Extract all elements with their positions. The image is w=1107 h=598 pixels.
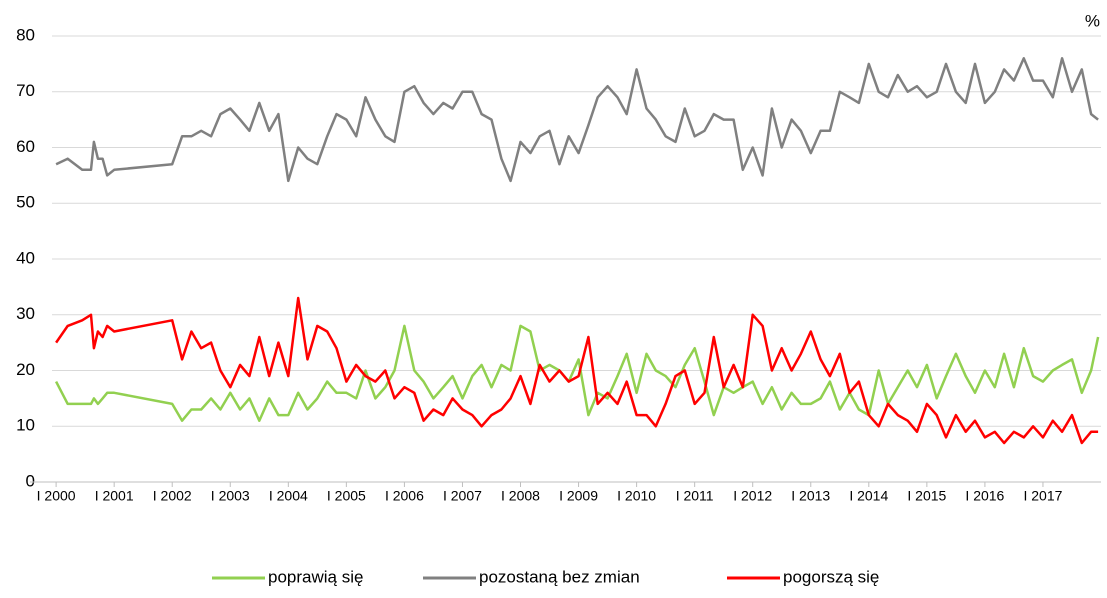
x-tick-label: I 2005	[327, 488, 366, 504]
y-tick-label: 70	[16, 81, 35, 100]
y-tick-label: 30	[16, 304, 35, 323]
x-tick-label: I 2016	[965, 488, 1004, 504]
x-tick-label: I 2010	[617, 488, 656, 504]
x-tick-label: I 2006	[385, 488, 424, 504]
x-tick-label: I 2007	[443, 488, 482, 504]
x-tick-label: I 2003	[211, 488, 250, 504]
legend-label: pogorszą się	[783, 567, 879, 586]
x-tick-label: I 2008	[501, 488, 540, 504]
unit-label: %	[1085, 11, 1100, 30]
x-tick-label: I 2000	[37, 488, 76, 504]
x-tick-label: I 2001	[95, 488, 134, 504]
x-tick-label: I 2004	[269, 488, 308, 504]
legend-label: poprawią się	[268, 567, 363, 586]
y-tick-label: 0	[26, 471, 35, 490]
x-tick-label: I 2011	[676, 488, 714, 504]
x-tick-label: I 2015	[907, 488, 946, 504]
x-tick-label: I 2017	[1023, 488, 1062, 504]
x-tick-label: I 2009	[559, 488, 598, 504]
y-tick-label: 20	[16, 360, 35, 379]
y-tick-label: 40	[16, 248, 35, 267]
x-tick-label: I 2012	[733, 488, 772, 504]
legend-label: pozostaną bez zmian	[479, 567, 640, 586]
y-tick-label: 50	[16, 193, 35, 212]
y-tick-label: 60	[16, 137, 35, 156]
series-line	[55, 57, 1099, 183]
series-line	[54, 324, 1100, 422]
x-tick-label: I 2013	[791, 488, 830, 504]
y-tick-label: 10	[16, 416, 35, 435]
y-tick-label: 80	[16, 25, 35, 44]
x-tick-label: I 2014	[849, 488, 888, 504]
series-line	[55, 296, 1099, 445]
x-tick-label: I 2002	[153, 488, 192, 504]
